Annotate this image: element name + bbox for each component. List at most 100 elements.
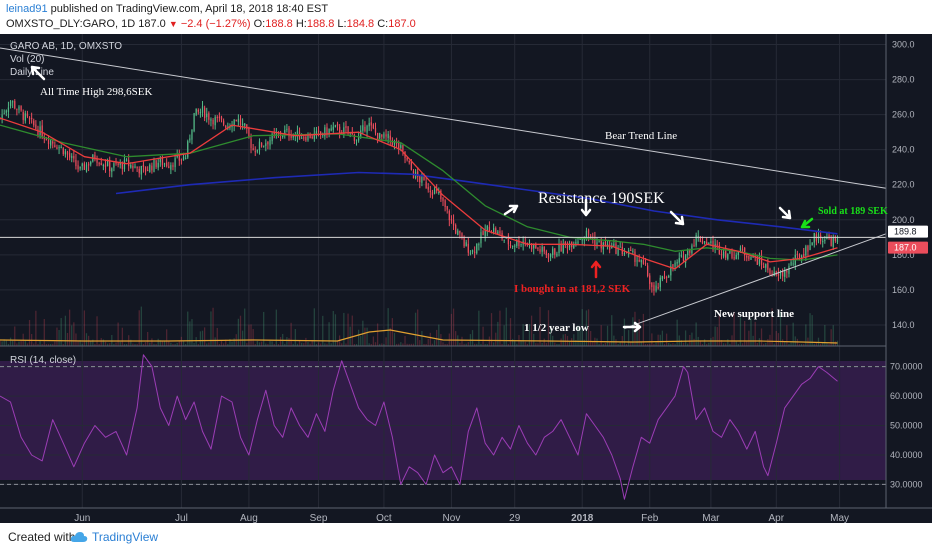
volume-bar [220,340,223,346]
candle-body [252,148,254,150]
author-link[interactable]: leinad91 [6,3,48,15]
volume-bar [256,340,258,346]
volume-bar [288,338,290,346]
volume-bar [461,336,463,346]
chart-area[interactable]: 140.0 160.0 180.0 200.0 220.0 240.0 260.0 280.0… [0,34,932,523]
candle-body [168,166,170,168]
volume-bar [98,343,100,346]
volume-bar [56,327,58,346]
candle-body [398,142,400,149]
candle-body [716,244,718,246]
volume-bar [147,331,149,346]
volume-bar [708,342,710,346]
candle-body [90,161,92,165]
candle-body [577,241,579,244]
volume-bar [571,338,573,346]
candle-body [203,107,206,118]
candle-body [520,244,522,246]
candle-body [395,142,398,144]
volume-bar [168,341,170,346]
candle-body [541,246,543,252]
volume-bar [507,344,510,346]
candle-body [467,243,469,253]
candle-body [701,240,704,244]
volume-bar [590,331,592,346]
low-value: 184.8 [346,18,375,30]
candle-body [634,251,636,263]
volume-bar [313,308,315,346]
volume-bar [655,342,657,346]
price-tag-box [888,225,928,238]
volume-bar [360,336,362,346]
volume-bar [119,341,121,346]
volume-bar [625,343,628,346]
candle-body [733,257,735,259]
candle-body [225,125,227,128]
volume-bar [822,342,824,346]
volume-bar [330,343,332,346]
candle-body [609,245,611,250]
volume-bar [113,343,115,346]
candle-body [187,141,189,158]
volume-bar [208,342,210,346]
created-with-text: Created with [8,530,76,544]
volume-bar [800,343,803,346]
candle-body [28,117,31,120]
volume-bar [819,343,822,346]
candle-body [423,176,425,181]
candle-body [286,128,288,130]
candle-body [161,157,164,166]
candle-body [58,147,60,149]
volume-bar [486,343,488,346]
candle-body [336,124,339,126]
volume-bar [499,310,501,346]
volume-bar [480,343,482,346]
volume-bar [130,339,132,346]
volume-bar [326,343,328,346]
volume-bar [60,318,62,346]
candle-body [636,260,638,262]
candle-body [136,166,138,169]
candle-body [815,234,818,242]
volume-bar [125,343,128,346]
volume-bar [505,307,507,346]
volume-bar [630,341,632,346]
candle-body [674,262,676,267]
volume-bar [178,341,180,346]
time-axis: Jun Jul Aug Sep Oct Nov 29 2018 Feb Mar Apr May [74,513,849,523]
volume-bar [68,309,71,346]
candle-body [826,236,828,240]
volume-bar [77,340,79,346]
volume-bar [665,333,668,346]
candle-body [106,161,109,166]
candle-body [123,159,126,170]
candle-body [144,166,147,172]
volume-bar [75,333,77,346]
candle-body [444,200,446,207]
candle-body [689,249,691,253]
volume-bar [615,339,617,346]
candle-body [676,262,678,264]
volume-bar [535,343,537,346]
time-tick-label: Aug [240,513,258,523]
volume-bar [370,343,372,346]
volume-bar [5,339,7,346]
volume-bar [265,343,267,346]
price-tick-label: 160.0 [892,285,915,295]
candle-body [400,145,402,148]
rsi-title: RSI (14, close) [10,355,76,366]
candle-body [476,243,478,254]
tradingview-brand-link[interactable]: TradingView [92,530,159,544]
candle-body [16,108,18,110]
volume-bar [151,338,153,346]
candle-body [737,252,739,256]
candle-body [64,151,67,155]
volume-bar [644,343,647,346]
volume-bar [539,306,541,346]
volume-bar [646,343,649,346]
volume-bar [402,343,404,346]
candle-body [746,255,748,258]
volume-bar [484,344,486,346]
candle-body [364,126,366,131]
annotation-lines [0,47,887,329]
